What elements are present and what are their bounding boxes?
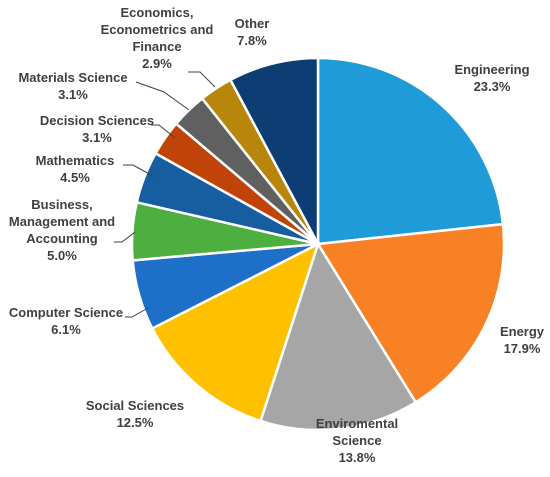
pie-slice-energy [315,222,506,405]
data-label-computer-science: Computer Science 6.1% [9,305,123,337]
data-label-text: Business, [31,197,92,212]
data-label-percent: 7.8% [237,33,267,48]
data-label-text: Other [235,16,270,31]
data-label-other: Other 7.8% [235,16,270,48]
pie-slice-other [228,56,320,245]
data-label-percent: 6.1% [51,322,81,337]
data-label-text: Computer Science [9,305,123,320]
data-label-percent: 2.9% [142,56,172,71]
data-label-text: Management and [9,214,115,229]
pie-slice-social-sciences [150,241,321,423]
data-label-percent: 12.5% [117,415,154,430]
data-label-text: Science [332,433,381,448]
leader-line-economics-econometrics-and-finance [188,71,216,88]
pie-slice-enviromental-science [258,241,418,432]
leader-line-materials-science [135,81,190,111]
data-label-mathematics: Mathematics 4.5% [36,153,115,185]
leader-lines-layer [114,71,216,318]
data-label-percent: 4.5% [60,170,90,185]
leader-line-business-management-and-accounting [114,231,136,243]
data-label-text: Economics, [121,5,194,20]
data-label-social-sciences: Social Sciences 12.5% [86,398,184,430]
data-label-materials-science: Materials Science 3.1% [18,70,127,102]
data-label-text: Finance [132,39,181,54]
data-label-text: Accounting [26,231,98,246]
data-label-decision-sciences: Decision Sciences 3.1% [40,113,154,145]
data-label-economics-econometrics-and-finance: Economics, Econometrics and Finance 2.9% [101,5,214,71]
data-label-text: Social Sciences [86,398,184,413]
data-label-percent: 23.3% [474,79,511,94]
data-label-energy: Energy 17.9% [500,324,545,356]
pie-slice-engineering [316,56,505,246]
data-label-percent: 13.8% [339,450,376,465]
data-label-text: Decision Sciences [40,113,154,128]
data-label-business-management-and-accounting: Business, Management and Accounting 5.0% [9,197,115,263]
leader-line-computer-science [125,307,149,318]
data-label-text: Engineering [454,62,529,77]
data-label-text: Mathematics [36,153,115,168]
data-label-percent: 17.9% [504,341,541,356]
data-label-text: Energy [500,324,545,339]
data-label-percent: 5.0% [47,248,77,263]
data-label-engineering: Engineering 23.3% [454,62,529,94]
leader-line-decision-sciences [151,124,176,139]
labels-layer: Engineering 23.3% Energy 17.9% Enviromental S… [9,5,545,465]
data-label-enviromental-science: Enviromental Science 13.8% [316,416,398,465]
data-label-text: Econometrics and [101,22,214,37]
leader-line-mathematics [123,164,154,177]
data-label-text: Enviromental [316,416,398,431]
data-label-percent: 3.1% [58,87,88,102]
slices-layer [130,56,506,432]
data-label-text: Materials Science [18,70,127,85]
data-label-percent: 3.1% [82,130,112,145]
